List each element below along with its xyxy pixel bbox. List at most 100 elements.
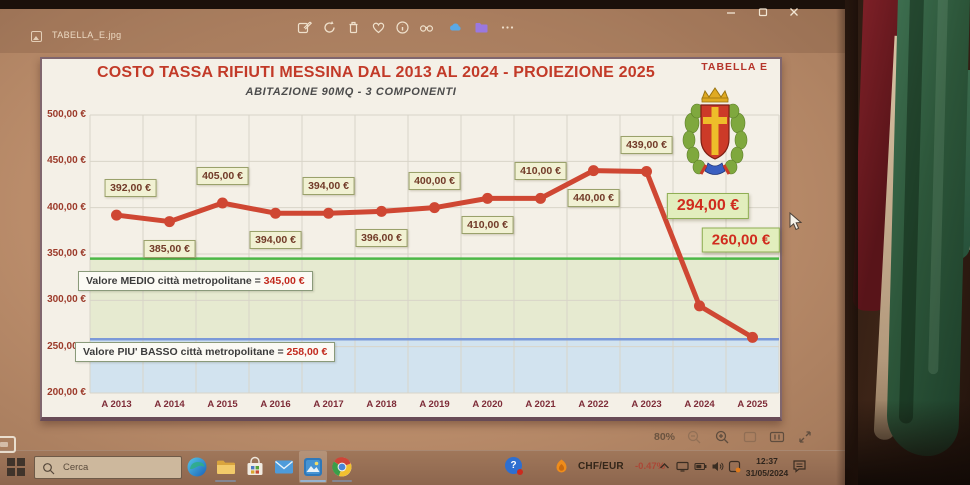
point-value-label: 396,00 € [355, 229, 408, 248]
medio-reference-label: Valore MEDIO città metropolitane = 345,0… [78, 271, 313, 291]
favorite-icon[interactable] [371, 20, 386, 35]
projection-callout: 294,00 € [666, 193, 750, 219]
x-axis-tick: A 2016 [260, 399, 291, 410]
x-axis-tick: A 2021 [525, 399, 556, 410]
tabella-corner-label: TABELLA E [701, 61, 768, 73]
fullscreen-icon[interactable] [797, 429, 813, 445]
edit-icon[interactable] [297, 20, 312, 35]
x-axis-tick: A 2014 [154, 399, 185, 410]
y-axis-tick: 500,00 € [47, 109, 86, 120]
piu_basso-reference-label: Valore PIU' BASSO città metropolitane = … [75, 342, 336, 362]
y-axis-tick: 250,00 € [47, 340, 86, 352]
ticker-pair-label[interactable]: CHF/EUR [578, 461, 624, 472]
x-axis-tick: A 2022 [578, 399, 609, 410]
close-icon[interactable] [787, 6, 801, 18]
chart-title: COSTO TASSA RIFIUTI MESSINA DAL 2013 AL … [96, 64, 656, 81]
info-icon[interactable] [395, 20, 410, 35]
y-axis-tick: 450,00 € [47, 155, 86, 167]
mouse-cursor [789, 212, 803, 231]
battery-icon[interactable] [694, 460, 707, 473]
data-point [694, 300, 705, 312]
zoom-level-label: 80% [654, 431, 676, 443]
chrome-icon[interactable] [331, 456, 353, 478]
onedrive-status-icon[interactable] [728, 460, 741, 473]
x-axis-tick: A 2020 [472, 399, 503, 410]
point-value-label: 394,00 € [249, 231, 302, 250]
photos-active-underline [300, 480, 326, 482]
minimize-icon[interactable] [724, 6, 738, 18]
edge-icon[interactable] [186, 456, 208, 478]
data-point [164, 216, 175, 228]
point-value-label: 440,00 € [567, 188, 620, 207]
chrome-active-underline [332, 480, 352, 482]
y-axis-tick: 200,00 € [47, 387, 86, 398]
projection-callout: 260,00 € [701, 227, 781, 253]
speaker-icon[interactable] [711, 460, 724, 473]
file-explorer-icon[interactable] [215, 456, 237, 478]
data-point [482, 192, 493, 204]
more-options-icon[interactable] [500, 20, 515, 35]
data-point [747, 331, 758, 343]
start-button[interactable] [7, 458, 25, 476]
rotate-icon[interactable] [322, 20, 337, 35]
explorer-active-underline [215, 480, 236, 482]
x-axis-tick: A 2015 [207, 399, 238, 410]
projection-edge [836, 0, 858, 485]
mail-icon[interactable] [273, 456, 295, 478]
display-icon[interactable] [676, 460, 689, 473]
x-axis-tick: A 2013 [101, 399, 132, 410]
point-value-label: 410,00 € [461, 216, 514, 235]
taskbar-search[interactable] [34, 456, 182, 479]
point-value-label: 400,00 € [408, 171, 461, 190]
green-flag [885, 0, 970, 457]
data-point [535, 192, 546, 204]
search-input[interactable] [61, 458, 176, 477]
fit-to-window-icon[interactable] [742, 429, 758, 445]
notification-center-icon[interactable] [792, 458, 807, 473]
currency-widget-icon[interactable] [553, 458, 570, 475]
zoom-in-icon[interactable] [714, 429, 730, 445]
data-point [588, 165, 599, 177]
point-value-label: 439,00 € [620, 135, 673, 154]
glasses-icon[interactable] [419, 20, 434, 35]
x-axis-tick: A 2025 [737, 399, 768, 410]
point-value-label: 385,00 € [143, 239, 196, 258]
y-axis-tick: 300,00 € [47, 294, 86, 306]
data-point [111, 209, 122, 221]
x-axis-tick: A 2019 [419, 399, 450, 410]
osd-monitor-icon [0, 436, 16, 453]
x-axis-tick: A 2018 [366, 399, 397, 410]
clock-date: 31/05/2024 [745, 468, 789, 478]
data-point [270, 207, 281, 219]
chevron-up-icon[interactable] [658, 460, 671, 473]
chart-image: 500,00 € 450,00 € 400,00 € 350,00 € 300,00 €… [40, 57, 782, 421]
image-file-icon [31, 31, 42, 42]
data-point [217, 197, 228, 209]
data-point [429, 202, 440, 214]
help-icon[interactable]: ? [505, 457, 523, 475]
photos-app-icon[interactable] [302, 456, 324, 478]
photos-app-titlebar [0, 9, 852, 53]
tray-clock[interactable]: 12:37 31/05/2024 [736, 455, 798, 479]
actual-size-icon[interactable] [769, 429, 785, 445]
plot-labels: 500,00 € 450,00 € 400,00 € 350,00 € 300,00 €… [42, 59, 781, 417]
x-axis-tick: A 2024 [684, 399, 715, 410]
point-value-label: 392,00 € [104, 179, 157, 198]
point-value-label: 394,00 € [302, 177, 355, 196]
onedrive-icon[interactable] [448, 20, 463, 35]
y-axis-tick: 400,00 € [47, 201, 86, 213]
delete-icon[interactable] [346, 20, 361, 35]
zoom-out-icon[interactable] [686, 429, 702, 445]
search-icon [43, 463, 55, 475]
ticker-change-label: -0.47% [635, 461, 666, 472]
chart-subtitle: ABITAZIONE 90MQ - 3 COMPONENTI [245, 86, 457, 98]
store-icon[interactable] [244, 456, 266, 478]
maximize-icon[interactable] [756, 6, 770, 18]
y-axis-tick: 350,00 € [47, 248, 86, 259]
data-point [376, 205, 387, 217]
point-value-label: 410,00 € [514, 162, 567, 181]
data-point [641, 166, 652, 178]
folder-icon[interactable] [474, 20, 489, 35]
x-axis-tick: A 2023 [631, 399, 662, 410]
filename-label: TABELLA_E.jpg [52, 30, 122, 40]
